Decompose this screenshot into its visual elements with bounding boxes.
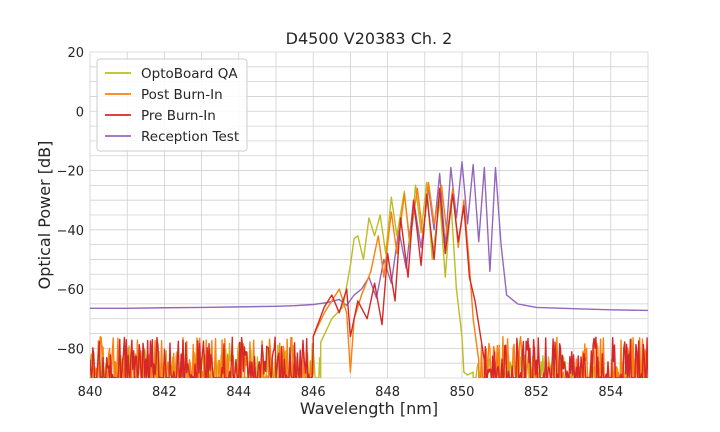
x-axis-label: Wavelength [nm] [300,399,438,418]
x-tick-label: 850 [450,385,475,400]
legend-label: Pre Burn-In [141,108,216,124]
x-tick-label: 842 [152,385,177,400]
y-axis-label: Optical Power [dB] [35,141,54,290]
x-tick-label: 844 [226,385,251,400]
y-tick-label: −60 [57,283,84,298]
series-line-reception-test [90,160,648,312]
x-tick-label: 852 [524,385,549,400]
x-tick-label: 848 [375,385,400,400]
y-axis-ticks: −80 −60 −40 −20 0 20 [57,46,84,357]
x-axis-ticks: 840 842 844 846 848 850 852 854 [78,385,624,400]
x-tick-label: 840 [78,385,103,400]
y-tick-label: −20 [57,165,84,180]
chart-title: D4500 V20383 Ch. 2 [286,29,453,48]
legend-label: OptoBoard QA [141,66,238,82]
legend-label: Reception Test [141,129,239,145]
legend-label: Post Burn-In [141,87,223,103]
x-tick-label: 854 [598,385,623,400]
x-tick-label: 846 [301,385,326,400]
legend-box [96,58,248,152]
y-tick-label: −40 [57,224,84,239]
y-tick-label: 20 [67,46,84,61]
series-layer [90,160,648,378]
y-tick-label: 0 [76,105,84,120]
y-tick-label: −80 [57,342,84,357]
legend: OptoBoard QA Post Burn-In Pre Burn-In Recep… [96,58,248,152]
